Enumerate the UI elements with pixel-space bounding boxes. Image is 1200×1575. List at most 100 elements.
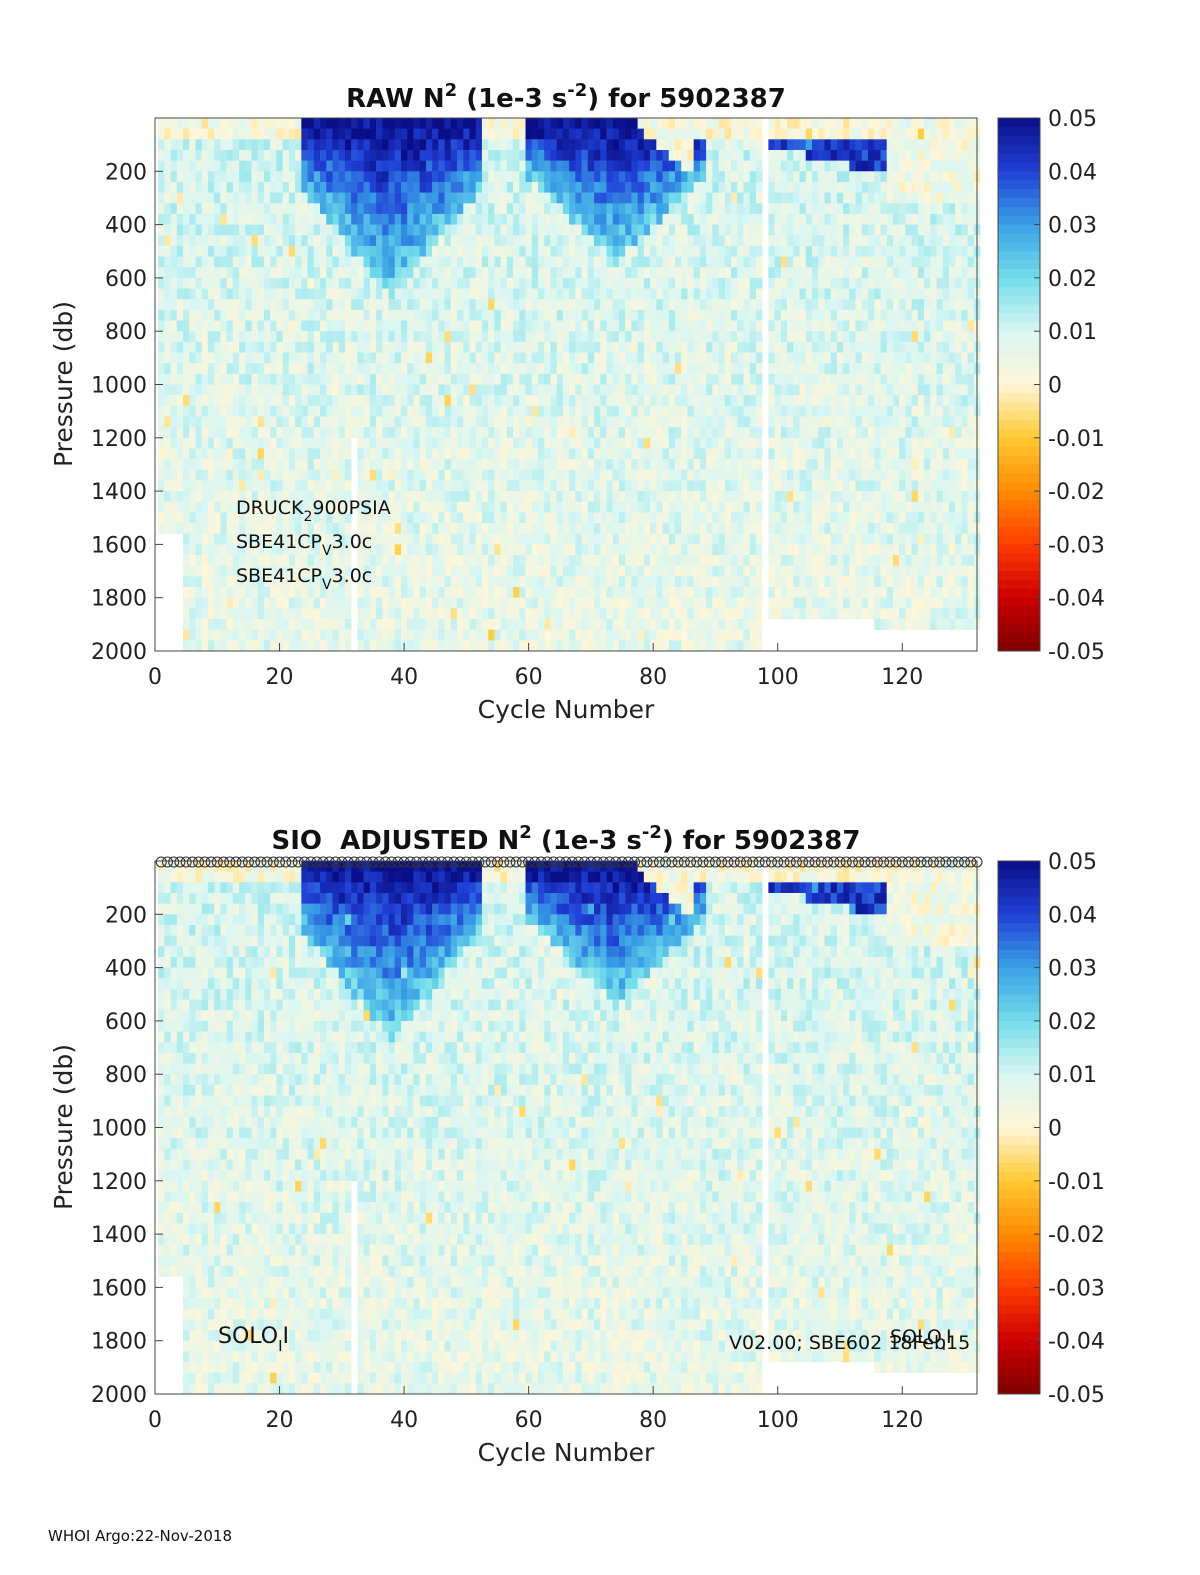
heatmap-cell [344, 181, 352, 193]
heatmap-cell [643, 213, 651, 225]
heatmap-cell [232, 213, 240, 225]
heatmap-cell [724, 469, 732, 481]
heatmap-cell [643, 544, 651, 556]
heatmap-cell [662, 587, 670, 598]
heatmap-cell [637, 437, 645, 449]
heatmap-cell [494, 555, 501, 567]
heatmap-cell [307, 437, 315, 449]
heatmap-cell [432, 288, 439, 300]
heatmap-cell [457, 587, 464, 598]
heatmap-cell [718, 405, 726, 417]
heatmap-cell [257, 139, 265, 151]
heatmap-cell [500, 256, 508, 268]
heatmap-cell [706, 128, 713, 140]
heatmap-cell [189, 523, 196, 535]
heatmap-cell [301, 469, 308, 481]
heatmap-cell [662, 405, 670, 417]
heatmap-cell [780, 576, 788, 588]
heatmap-cell [357, 299, 364, 311]
heatmap-cell [469, 448, 477, 460]
heatmap-cell [376, 459, 383, 471]
heatmap-cell [183, 565, 190, 577]
heatmap-cell [425, 384, 433, 396]
heatmap-cell [457, 544, 464, 556]
heatmap-cell [581, 405, 589, 417]
heatmap-cell [699, 245, 707, 257]
heatmap-cell [594, 149, 601, 161]
heatmap-cell [239, 213, 246, 225]
heatmap-cell [625, 437, 632, 449]
heatmap-cell [251, 331, 259, 343]
heatmap-cell [674, 309, 682, 321]
heatmap-cell [307, 491, 315, 503]
heatmap-cell [768, 427, 775, 439]
heatmap-cell [363, 629, 371, 641]
heatmap-cell [556, 267, 564, 279]
heatmap-cell [631, 608, 638, 620]
heatmap-cell [413, 480, 420, 492]
heatmap-cell [363, 405, 371, 417]
heatmap-cell [369, 405, 377, 417]
heatmap-cell [183, 203, 190, 215]
heatmap-cell [594, 235, 601, 247]
heatmap-cell [687, 469, 694, 481]
heatmap-cell [525, 373, 533, 385]
heatmap-cell [481, 245, 489, 257]
heatmap-cell [189, 437, 196, 449]
heatmap-cell [158, 469, 165, 481]
heatmap-cell [363, 181, 371, 193]
heatmap-cell [743, 309, 751, 321]
heatmap-cell [357, 245, 364, 257]
heatmap-cell [164, 480, 171, 492]
heatmap-cell [214, 405, 221, 417]
heatmap-cell [394, 448, 402, 460]
heatmap-cell [500, 181, 508, 193]
heatmap-cell [525, 448, 533, 460]
heatmap-cell [749, 341, 757, 353]
heatmap-cell [693, 203, 701, 215]
heatmap-cell [239, 299, 246, 311]
heatmap-cell [755, 277, 763, 289]
heatmap-cell [737, 405, 744, 417]
heatmap-cell [606, 395, 614, 407]
heatmap-cell [394, 277, 402, 289]
heatmap-cell [432, 597, 439, 609]
heatmap-cell [587, 331, 595, 343]
heatmap-cell [687, 512, 694, 524]
heatmap-cell [494, 480, 501, 492]
heatmap-cell [594, 427, 601, 439]
heatmap-cell [631, 309, 638, 321]
heatmap-cell [668, 224, 676, 236]
heatmap-cell [525, 416, 533, 428]
heatmap-cell [432, 608, 439, 620]
heatmap-cell [544, 320, 551, 332]
heatmap-cell [251, 501, 259, 513]
heatmap-cell [569, 256, 576, 268]
heatmap-cell [195, 523, 203, 535]
heatmap-cell [270, 277, 277, 289]
heatmap-cell [413, 213, 420, 225]
heatmap-cell [363, 448, 371, 460]
heatmap-cell [712, 267, 719, 279]
heatmap-cell [170, 224, 178, 236]
heatmap-cell [631, 171, 638, 183]
heatmap-cell [475, 331, 483, 343]
heatmap-cell [332, 587, 340, 598]
heatmap-cell [793, 160, 800, 172]
heatmap-cell [787, 416, 794, 428]
heatmap-cell [189, 267, 196, 279]
heatmap-cell [693, 501, 701, 513]
heatmap-cell [531, 267, 539, 279]
heatmap-cell [419, 576, 427, 588]
heatmap-cell [313, 469, 321, 481]
heatmap-cell [245, 224, 252, 236]
heatmap-cell [158, 256, 165, 268]
heatmap-cell [575, 331, 582, 343]
heatmap-cell [245, 267, 252, 279]
heatmap-cell [625, 533, 632, 545]
heatmap-cell [718, 245, 726, 257]
heatmap-cell [239, 235, 246, 247]
heatmap-cell [158, 373, 165, 385]
heatmap-cell [394, 480, 402, 492]
heatmap-cell [550, 203, 557, 215]
